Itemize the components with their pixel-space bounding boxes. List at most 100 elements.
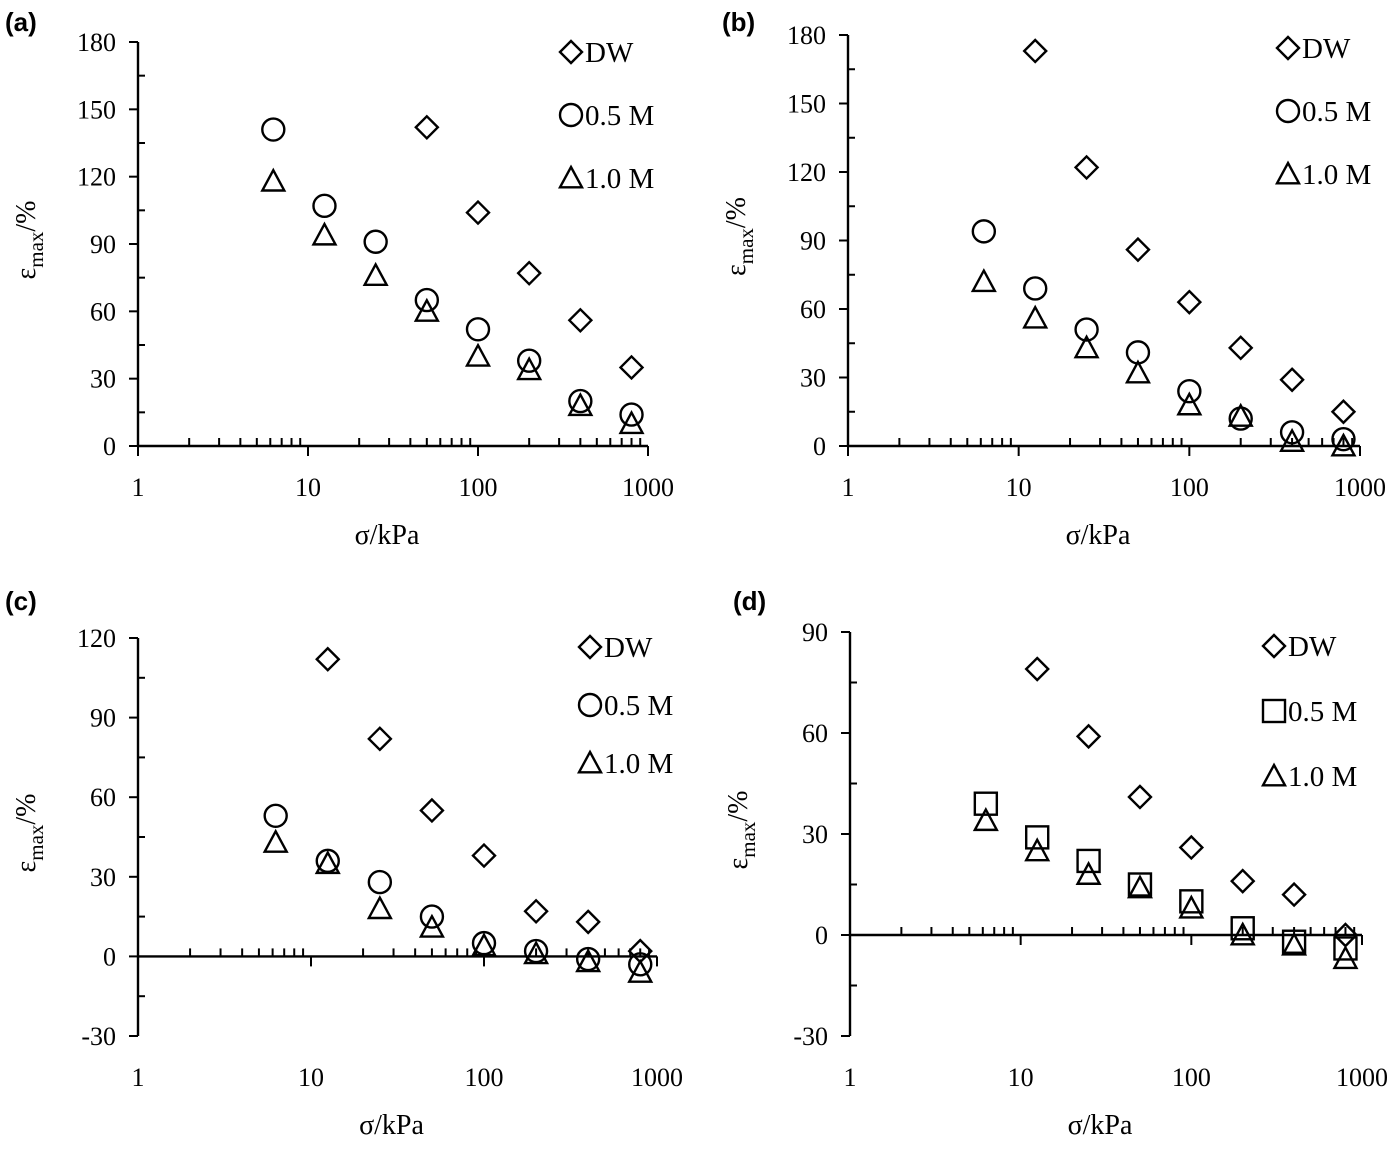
series-0-5-m [971,219,1356,452]
data-point-circle [1279,420,1305,445]
x-tick-label: 100 [1172,1063,1211,1092]
legend-label: 0.5 M [604,690,673,722]
y-tick-label: 60 [802,719,828,748]
chart-panel-1: (a) 0 30 60 90 120 150 180 1 10 100 1000 σ/kPa εmax/%… [5,7,674,551]
series-dw [1024,656,1359,948]
y-tick-label: 120 [787,158,826,187]
y-tick-label: 30 [802,820,828,849]
data-point-triangle [464,342,492,367]
series-1-0-m [260,167,645,435]
y-tick-label: 90 [800,227,826,256]
y-tick-label: 60 [800,295,826,324]
data-point-triangle [575,948,602,973]
y-tick-label: 120 [77,163,116,192]
legend-marker-diamond [558,39,584,65]
y-tick-label: 0 [103,942,116,971]
data-point-circle [312,193,337,219]
x-tick-label: 1000 [622,473,674,502]
data-point-triangle [262,828,289,853]
data-point-diamond [414,114,440,140]
series-1-0-m [972,807,1359,970]
data-point-triangle [1022,304,1049,329]
y-tick-label: 180 [77,28,116,57]
x-tick-label: 1000 [1336,1063,1388,1092]
y-axis-title: εmax/% [723,790,760,869]
x-tick-label: 10 [1006,473,1032,502]
legend-marker-circle [577,692,603,718]
data-point-diamond [575,909,601,935]
y-tick-label: 60 [90,297,116,326]
data-point-triangle [970,268,997,293]
y-axis-title: εmax/% [11,200,48,279]
data-point-circle [1331,426,1356,452]
y-tick-label: -30 [793,1022,828,1051]
series-1-0-m [970,268,1357,457]
legend-label: DW [1302,33,1351,65]
series-0-5-m [261,117,644,427]
data-point-triangle [1124,359,1151,384]
data-point-triangle [567,392,594,417]
legend-marker-triangle [1260,762,1288,787]
y-tick-label: 150 [787,90,826,119]
data-point-circle [1177,379,1202,404]
y-tick-label: 0 [813,432,826,461]
x-tick-label: 100 [465,1063,504,1092]
legend-label: DW [585,37,634,69]
data-point-circle [263,803,288,828]
y-tick-label: 90 [90,704,116,733]
data-point-diamond [1178,834,1205,861]
data-point-triangle [1227,402,1254,427]
x-tick-label: 10 [295,473,321,502]
x-tick-label: 1 [844,1063,857,1092]
data-point-diamond [367,726,393,752]
data-point-circle [363,229,388,254]
series-dw [315,646,653,964]
legend-marker-square [1261,698,1287,724]
data-point-triangle [1178,894,1205,919]
series-dw [414,114,645,381]
x-tick-label: 1000 [1334,473,1386,502]
x-tick-label: 10 [1008,1063,1034,1092]
data-point-diamond [1073,154,1100,181]
data-point-circle [516,348,542,373]
legend-marker-diamond [1275,35,1301,61]
legend-label: 0.5 M [1288,696,1357,728]
chart-panel-4: (d) -30 0 30 60 90 1 10 100 1000 σ/kPa εmax/% DW 0.5 … [723,586,1388,1141]
y-tick-label: -30 [81,1022,116,1051]
data-point-circle [971,219,997,244]
x-tick-label: 100 [459,473,498,502]
data-point-circle [1074,317,1099,342]
legend-marker-diamond [577,634,603,660]
legend-label: 1.0 M [1302,159,1371,191]
data-point-triangle [523,940,550,965]
y-tick-label: 120 [77,624,116,653]
data-point-triangle [1330,432,1357,457]
legend-label: 0.5 M [1302,96,1371,128]
data-point-square [1076,848,1101,874]
x-tick-label: 10 [298,1063,324,1092]
data-point-triangle [627,958,654,983]
data-point-triangle [1024,837,1051,862]
legend: DW 0.5 M 1.0 M [1260,631,1357,793]
legend: DW 0.5 M 1.0 M [1274,33,1371,191]
panel-label: (c) [5,586,37,616]
x-axis-title: σ/kPa [1068,1110,1133,1141]
legend-marker-diamond [1261,633,1287,659]
data-point-triangle [1073,334,1100,359]
data-point-circle [619,402,644,427]
data-point-triangle [311,221,338,246]
data-point-triangle [618,410,645,435]
legend-label: 1.0 M [585,163,654,195]
data-point-triangle [1279,427,1306,452]
legend-marker-triangle [1274,160,1302,185]
y-tick-label: 30 [90,863,116,892]
y-tick-label: 30 [90,365,116,394]
y-tick-label: 30 [800,364,826,393]
legend: DW 0.5 M 1.0 M [557,37,654,195]
y-tick-label: 60 [90,783,116,812]
data-point-triangle [413,297,440,322]
y-tick-label: 0 [815,921,828,950]
data-point-diamond [1279,367,1305,393]
data-point-diamond [419,797,445,824]
